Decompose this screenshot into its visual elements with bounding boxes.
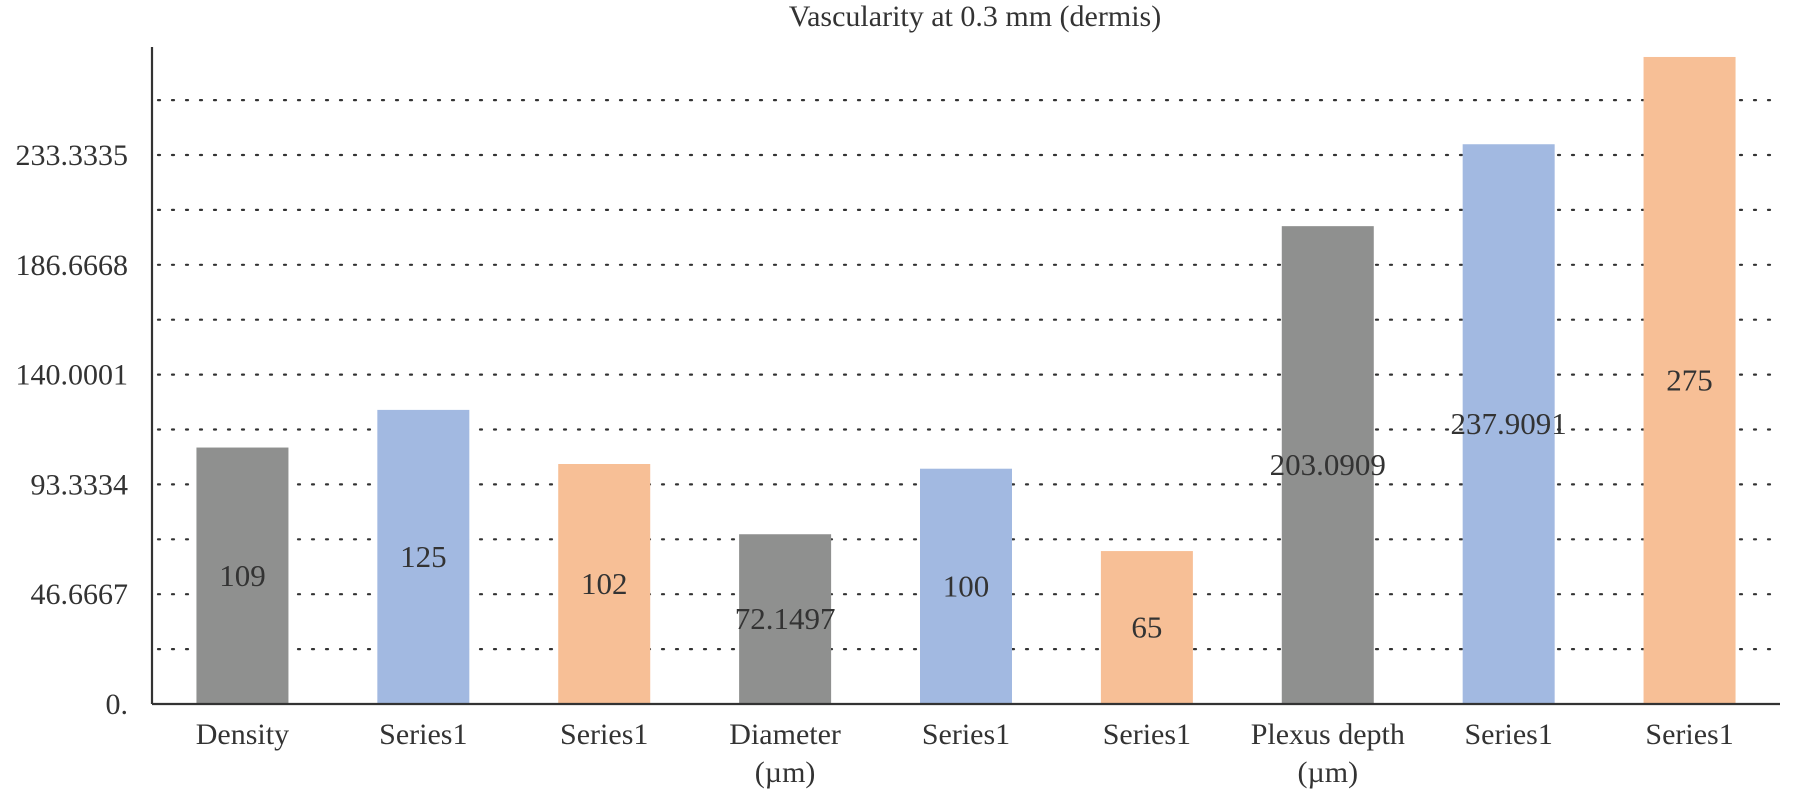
data-label-8: 275 [1666, 362, 1713, 397]
bar-6 [1281, 226, 1374, 704]
bar-7 [1462, 144, 1555, 705]
bars [196, 56, 1736, 705]
y-tick-label-4: 186.6668 [16, 249, 129, 282]
data-label-2: 102 [581, 566, 628, 601]
data-label-0: 109 [219, 558, 266, 593]
x-tick-label-8: Series1 [1645, 718, 1733, 751]
data-label-3: 72.1497 [735, 601, 836, 636]
x-tick-label-5: Series1 [1103, 718, 1191, 751]
bar-1 [377, 409, 470, 704]
data-labels: 109 125 102 72.1497 100 65 203.0909 237.9091 275 [219, 362, 1713, 644]
x-tick-label-3: Diameter [729, 718, 841, 751]
x-tick-label-6-line2: (µm) [1297, 756, 1358, 789]
data-label-5: 65 [1131, 610, 1162, 645]
bar-8 [1643, 56, 1736, 705]
y-tick-label-1: 46.6667 [31, 578, 129, 611]
chart-title: Vascularity at 0.3 mm (dermis) [789, 0, 1161, 33]
x-tick-label-6: Plexus depth [1251, 718, 1405, 751]
y-tick-label-2: 93.3334 [31, 468, 129, 501]
data-label-1: 125 [400, 539, 447, 574]
y-tick-label-5: 233.3335 [16, 139, 129, 172]
data-label-4: 100 [943, 568, 990, 603]
x-axis-ticks: Density Series1 Series1 Diameter (µm) Series1… [196, 718, 1734, 789]
bar-3 [739, 534, 832, 704]
bar-2 [558, 464, 651, 704]
x-tick-label-4: Series1 [922, 718, 1010, 751]
bar-5 [1100, 551, 1193, 704]
x-tick-label-0: Density [196, 718, 289, 751]
x-tick-label-3-line2: (µm) [755, 756, 816, 789]
x-tick-label-1: Series1 [379, 718, 467, 751]
data-label-7: 237.9091 [1451, 406, 1567, 441]
x-tick-label-2: Series1 [560, 718, 648, 751]
y-tick-label-3: 140.0001 [16, 359, 129, 392]
bar-4 [920, 468, 1012, 704]
y-tick-label-0: 0. [106, 688, 129, 721]
data-label-6: 203.0909 [1270, 447, 1386, 482]
x-tick-label-7: Series1 [1465, 718, 1553, 751]
bar-0 [196, 447, 289, 704]
y-axis-ticks: 0. 46.6667 93.3334 140.0001 186.6668 233.3335 [16, 139, 129, 721]
